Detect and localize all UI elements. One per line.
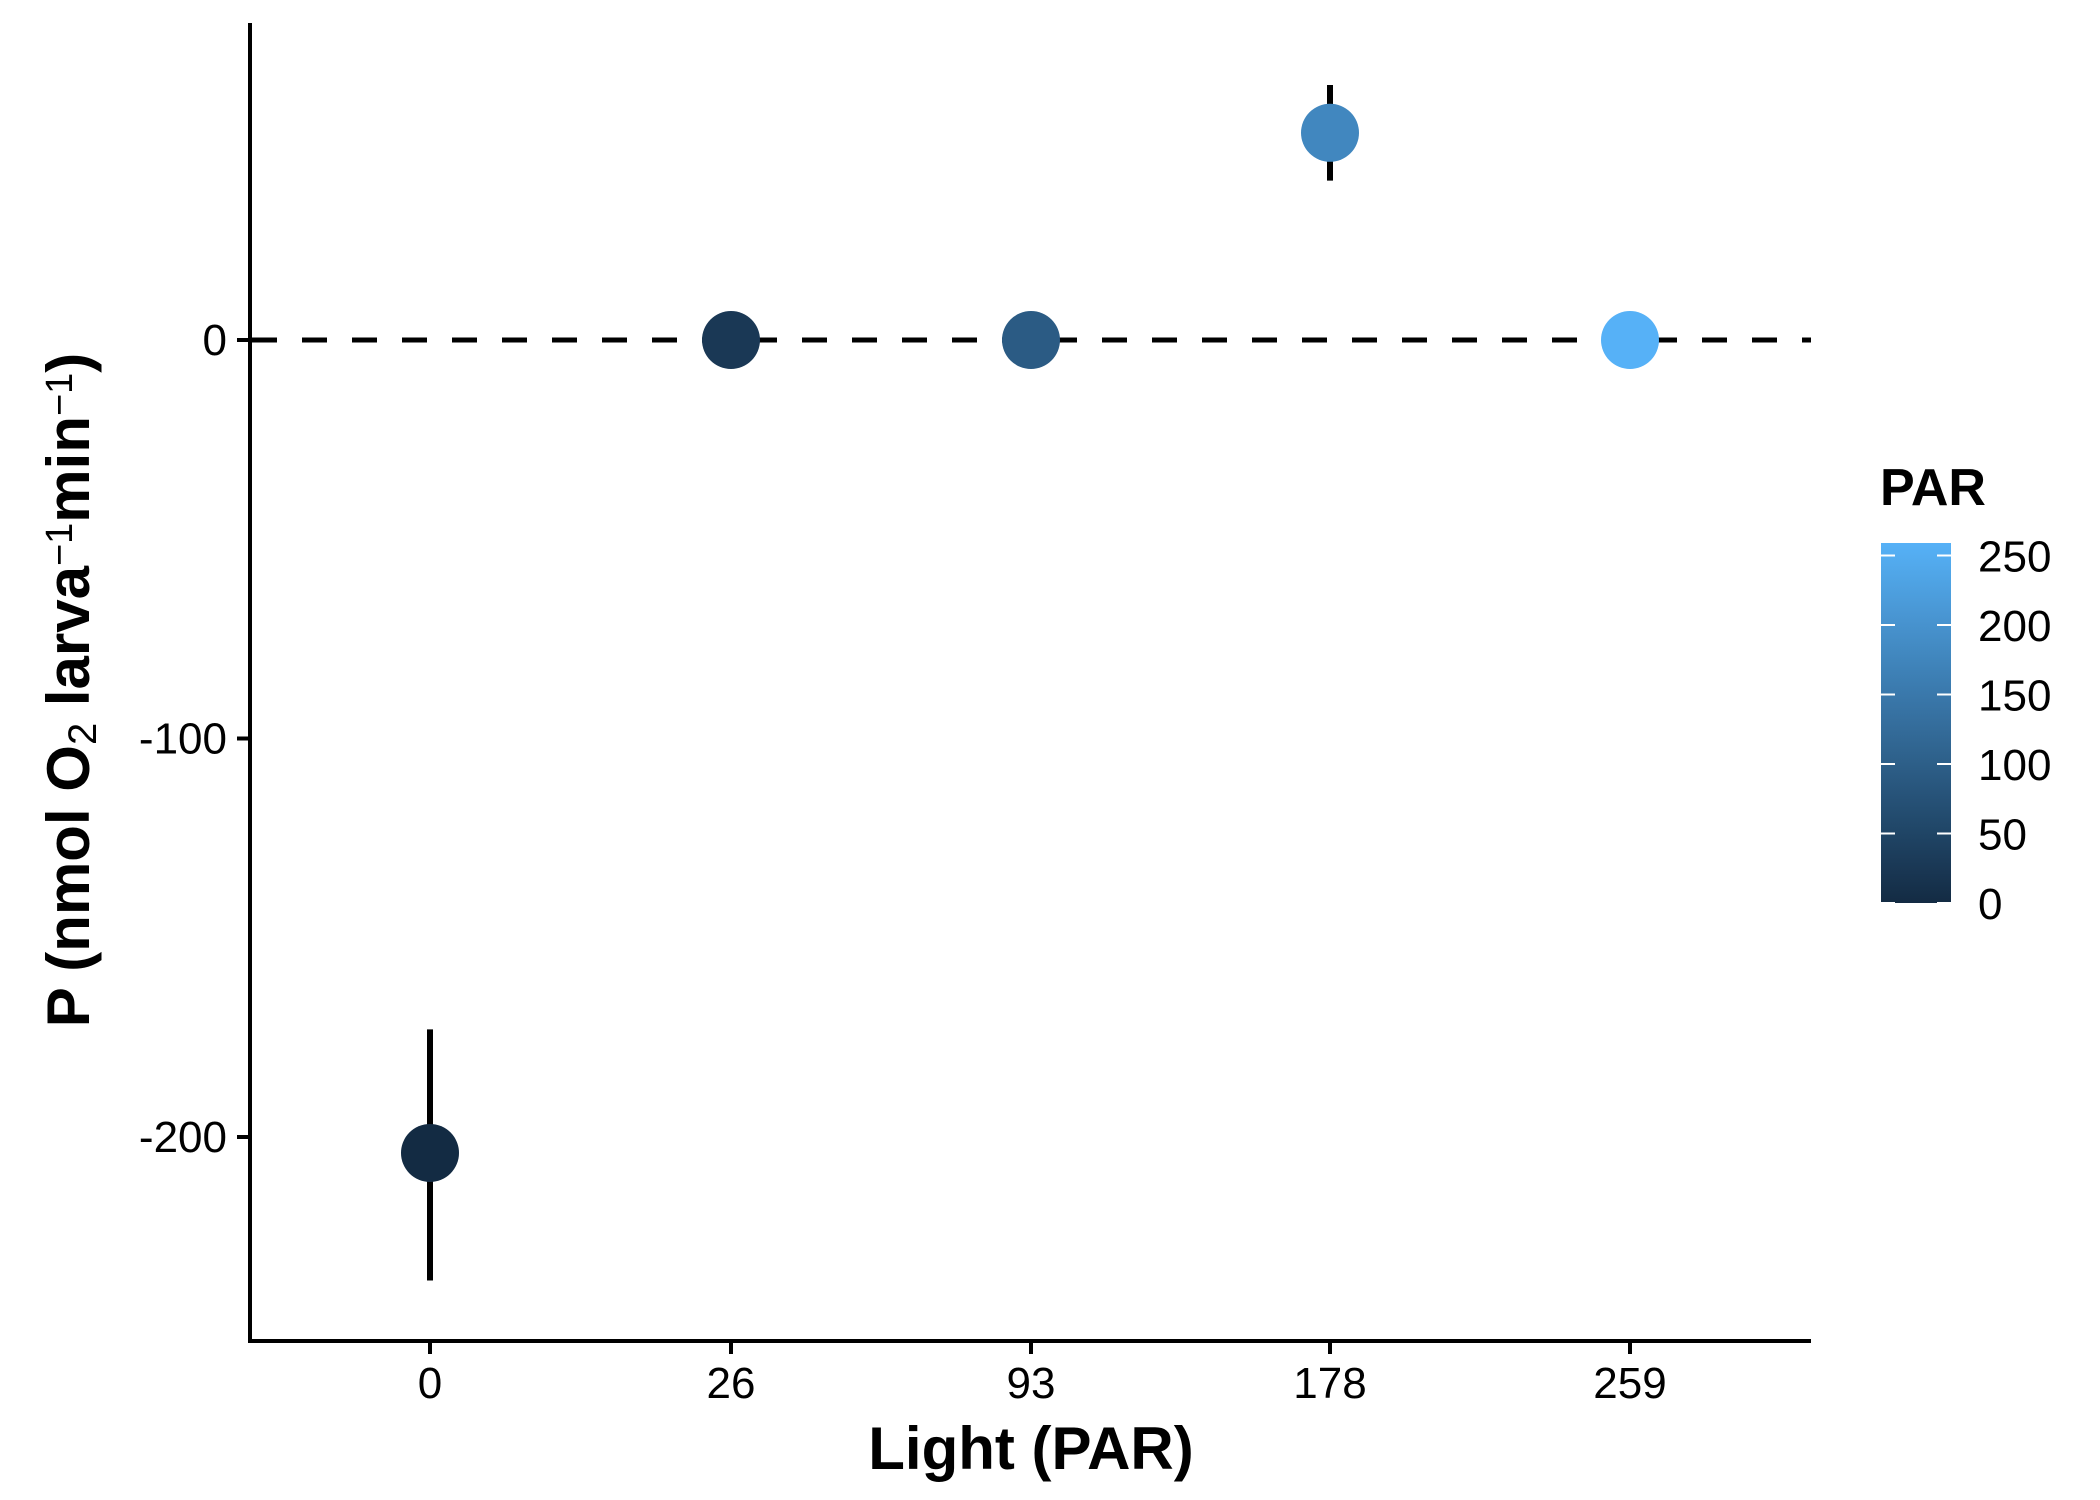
data-point	[401, 1123, 459, 1182]
y-axis-title-part: −1	[39, 523, 81, 566]
y-axis-title-part: min	[35, 416, 102, 523]
legend-tick-label: 100	[1978, 741, 2051, 790]
x-tick-label: 93	[1007, 1359, 1056, 1408]
error-bars	[427, 84, 1333, 1281]
data-point	[1301, 103, 1359, 162]
legend-tick-label: 200	[1978, 602, 2051, 651]
x-tick-label: 178	[1293, 1359, 1366, 1408]
y-axis-title-part: 2	[61, 723, 105, 745]
legend-tick-label: 250	[1978, 533, 2051, 582]
y-axis-ticks: 0 -100 -200	[139, 316, 250, 1162]
plot-panel: 0 -100 -200 0 26 93 178 259	[139, 23, 1811, 1408]
y-axis-title-part: −1	[39, 373, 81, 416]
y-tick-label: -200	[139, 1113, 227, 1162]
data-points	[401, 103, 1659, 1182]
legend-tick-label: 50	[1978, 811, 2027, 860]
y-axis-title-part: P (nmol O	[35, 745, 102, 1027]
y-tick-label: -100	[139, 715, 227, 764]
data-point	[702, 311, 760, 369]
data-point	[1601, 311, 1659, 369]
legend-colorbar	[1881, 543, 1951, 903]
y-axis-title: P (nmol O2 larva−1min−1)	[35, 353, 105, 1028]
x-axis-title: Light (PAR)	[868, 1415, 1193, 1482]
x-tick-label: 259	[1593, 1359, 1666, 1408]
y-axis-title-part: larva	[35, 565, 102, 722]
color-legend: PAR 0 50 100 150 200 250	[1880, 459, 2051, 929]
legend-tick-label: 150	[1978, 672, 2051, 721]
legend-ticks: 0 50 100 150 200 250	[1881, 533, 2051, 929]
legend-tick-label: 0	[1978, 880, 2002, 929]
x-tick-label: 0	[418, 1359, 442, 1408]
y-tick-label: 0	[203, 316, 227, 365]
legend-title: PAR	[1880, 459, 1986, 517]
x-tick-label: 26	[707, 1359, 756, 1408]
y-axis-title-part: )	[35, 353, 102, 373]
x-axis-ticks: 0 26 93 178 259	[418, 1341, 1667, 1408]
data-point	[1002, 311, 1060, 369]
